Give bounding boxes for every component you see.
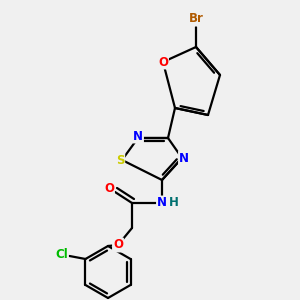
Text: N: N: [179, 152, 189, 164]
Text: N: N: [157, 196, 167, 209]
Text: N: N: [133, 130, 143, 142]
Text: O: O: [158, 56, 168, 68]
Text: H: H: [169, 196, 179, 209]
Text: Br: Br: [189, 13, 203, 26]
Text: O: O: [113, 238, 123, 251]
Text: O: O: [104, 182, 114, 194]
Text: S: S: [116, 154, 124, 166]
Text: Cl: Cl: [55, 248, 68, 260]
